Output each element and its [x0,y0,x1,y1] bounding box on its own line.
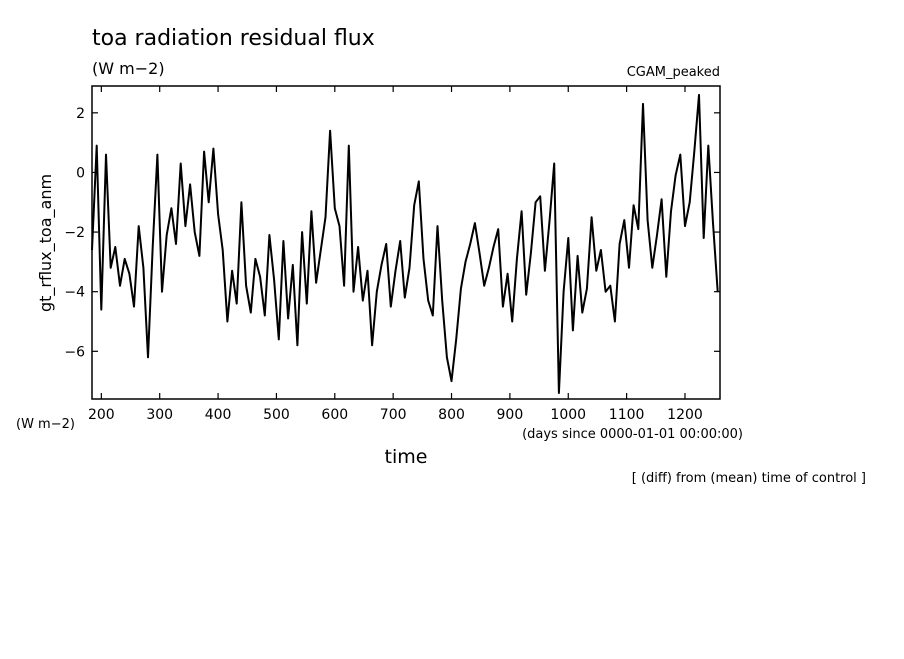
x-units-note: (days since 0000-01-01 00:00:00) [522,427,743,442]
x-tick-label: 200 [88,407,115,423]
x-tick-label: 500 [263,407,290,423]
x-tick-label: 600 [321,407,348,423]
footnote: [ (diff) from (mean) time of control ] [632,471,866,486]
x-tick-label: 1200 [667,407,703,423]
x-tick-label: 1100 [609,407,645,423]
x-axis-ticks: 200 300 400 500 600 700 800 900 1000 1100 1200 [88,86,703,423]
series-line [91,93,719,394]
y-units-note: (W m−2) [16,417,75,432]
x-tick-label: 700 [380,407,407,423]
y-tick-label: −6 [64,344,85,360]
chart-title: toa radiation residual flux [92,26,375,51]
x-axis-label: time [385,446,428,468]
y-tick-label: −2 [64,225,85,241]
x-tick-label: 1000 [550,407,586,423]
y-axis-ticks: −6 −4 −2 0 2 [64,106,720,360]
x-tick-label: 300 [146,407,173,423]
y-tick-label: 0 [76,165,85,181]
chart-units: (W m−2) [92,59,165,78]
y-tick-label: −4 [64,285,85,301]
y-tick-label: 2 [76,106,85,122]
x-tick-label: 900 [497,407,524,423]
plot-area: 200 300 400 500 600 700 800 900 1000 1100 1200 −6−… [64,85,721,423]
experiment-label: CGAM_peaked [627,65,720,80]
x-tick-label: 400 [205,407,232,423]
y-axis-label: gt_rflux_toa_anm [36,174,56,312]
x-tick-label: 800 [438,407,465,423]
